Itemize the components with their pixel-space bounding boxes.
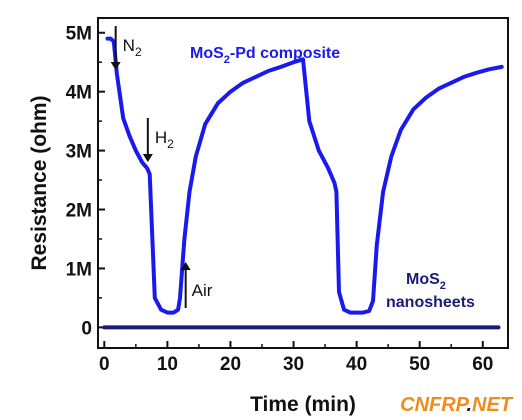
y-tick-label: 5M xyxy=(66,24,92,45)
y-axis-title: Resistance (ohm) xyxy=(28,95,51,270)
y-tick-label: 4M xyxy=(66,83,92,104)
x-tick-label: 10 xyxy=(157,354,178,375)
n2-arrowhead xyxy=(110,62,121,70)
legend-label-composite: MoS2-Pd composite xyxy=(190,45,340,66)
annotation-h2: H2 xyxy=(142,118,174,162)
x-tick-label: 20 xyxy=(220,354,241,375)
x-tick-label: 30 xyxy=(283,354,304,375)
y-tick-label: 3M xyxy=(66,142,92,163)
h2-label: H2 xyxy=(155,128,174,151)
x-axis-ticks: 0 10 20 30 40 50 60 xyxy=(99,341,493,375)
y-tick-label: 1M xyxy=(66,259,92,280)
x-tick-label: 40 xyxy=(346,354,367,375)
legend-label-nanosheets-line2: nanosheets xyxy=(386,294,475,311)
watermark-right: NET xyxy=(472,394,512,416)
watermark-dot: . xyxy=(466,394,472,416)
watermark-left: CNFRP xyxy=(400,394,467,416)
plot-frame xyxy=(97,17,509,349)
annotation-air: Air xyxy=(180,262,213,308)
series-line-mos2-pd-composite xyxy=(105,36,504,315)
h2-arrowhead xyxy=(142,154,153,162)
annotation-n2: N2 xyxy=(110,26,142,70)
x-tick-label: 50 xyxy=(409,354,430,375)
watermark: CNFRP.NET xyxy=(400,394,512,417)
x-tick-label: 60 xyxy=(472,354,493,375)
air-arrowhead xyxy=(180,262,191,270)
legend-label-nanosheets: MoS2 xyxy=(406,271,446,292)
air-label: Air xyxy=(192,281,213,300)
n2-label: N2 xyxy=(123,36,142,59)
x-tick-label: 0 xyxy=(99,354,110,375)
x-axis-title: Time (min) xyxy=(250,393,356,416)
y-tick-label: 0 xyxy=(81,318,92,339)
y-axis-ticks: 0 1M 2M 3M 4M 5M xyxy=(66,24,105,339)
y-tick-label: 2M xyxy=(66,201,92,222)
